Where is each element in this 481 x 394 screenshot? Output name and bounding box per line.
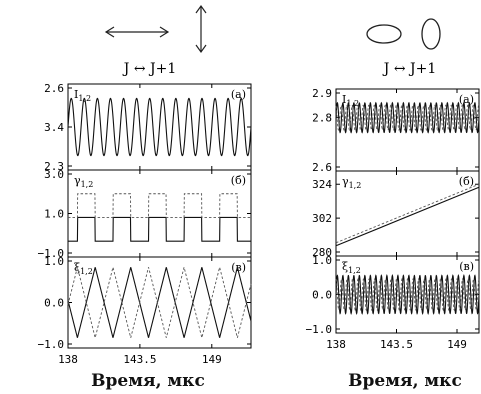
y-tick-label: 1.0 bbox=[44, 255, 64, 268]
panel-I-0: 2.9 2.8 2.6 I1,2 (a) bbox=[312, 87, 480, 174]
left-x-axis-title: Время, мкс bbox=[91, 371, 205, 391]
series-line-dashed-1 bbox=[335, 277, 480, 312]
panel-letter: (a) bbox=[459, 93, 474, 106]
x-tick-label: 149 bbox=[447, 338, 467, 351]
vertical-double-arrow-icon bbox=[195, 4, 207, 54]
panel-letter: (в) bbox=[231, 261, 246, 274]
panel-frame bbox=[67, 256, 252, 349]
y-tick-label: −1.0 bbox=[38, 338, 65, 351]
series-line-solid-0 bbox=[335, 186, 480, 247]
panel-frame bbox=[67, 169, 252, 258]
panel-I-0: 2.6 3.4 2.3 I1,2 (а) bbox=[44, 82, 252, 173]
panel-letter: (б) bbox=[459, 175, 474, 188]
chart-left: 2.63.42.3I1,2 (а)3.01.0−1.0γ1,2 (б)1.00.0−… bbox=[38, 82, 252, 366]
chart-right: 2.9 2.8 2.6 I1,2 (a) 324 302 280 γ1,2 (б) 1.0 0.0 −1… bbox=[306, 87, 480, 351]
series-line-dashed-1 bbox=[68, 193, 251, 218]
series-line-dashed-1 bbox=[67, 267, 252, 338]
panel-letter: (а) bbox=[231, 88, 246, 101]
x-tick-label: 138 bbox=[58, 353, 78, 366]
series-line-solid-0 bbox=[67, 267, 252, 338]
y-tick-label: 2.9 bbox=[312, 87, 332, 100]
panel-label: γ1,2 bbox=[74, 174, 93, 189]
right-x-axis-title: Время, мкс bbox=[348, 371, 462, 391]
x-tick-label: 138 bbox=[326, 338, 346, 351]
horizontal-ellipse-icon bbox=[366, 24, 402, 44]
y-tick-label: 302 bbox=[312, 212, 332, 225]
y-tick-label: 2.6 bbox=[312, 161, 332, 174]
y-tick-label: 3.4 bbox=[44, 121, 64, 134]
panel-letter: (б) bbox=[231, 174, 246, 187]
panel-label: I1,2 bbox=[74, 88, 91, 103]
right-header: J ↔ J+1 bbox=[366, 18, 441, 77]
y-tick-label: −1.0 bbox=[38, 247, 65, 260]
series-line-solid-0 bbox=[335, 101, 480, 134]
y-tick-label: 2.3 bbox=[44, 160, 64, 173]
panel-label: I1,2 bbox=[342, 93, 359, 108]
y-tick-label: 1.0 bbox=[44, 208, 64, 221]
panel-letter: (в) bbox=[459, 260, 474, 273]
left-header: J ↔ J+1 bbox=[104, 4, 207, 77]
x-tick-label: 143.5 bbox=[123, 353, 156, 366]
x-tick-label: 143.5 bbox=[380, 338, 413, 351]
series-line-dashed-1 bbox=[335, 183, 480, 244]
panel-γ-1: 324 302 280 γ1,2 (б) bbox=[312, 170, 480, 259]
panel-ξ-2: 1.00.0−1.0ξ1,2 (в) bbox=[38, 255, 252, 351]
y-tick-label: 2.8 bbox=[312, 112, 332, 125]
y-tick-label: −1.0 bbox=[306, 323, 333, 336]
y-tick-label: 324 bbox=[312, 178, 332, 191]
panel-ξ-2: 1.0 0.0 −1.0 ξ1,2 (в) bbox=[306, 254, 480, 336]
y-tick-label: 2.6 bbox=[44, 82, 64, 95]
y-tick-label: 1.0 bbox=[312, 254, 332, 267]
vertical-ellipse-icon bbox=[421, 18, 441, 50]
panel-γ-1: 3.0 1.0 −1.0 γ1,2 (б) bbox=[38, 168, 252, 260]
y-tick-label: 3.0 bbox=[44, 168, 64, 181]
horizontal-double-arrow-icon bbox=[104, 26, 170, 38]
panel-label: γ1,2 bbox=[342, 175, 361, 190]
y-tick-label: 0.0 bbox=[44, 297, 64, 310]
left-header-label: J ↔ J+1 bbox=[122, 61, 177, 77]
panel-label: ξ1,2 bbox=[342, 260, 361, 275]
right-header-label: J ↔ J+1 bbox=[382, 61, 437, 77]
series-line-solid-0 bbox=[68, 216, 251, 242]
series-line-solid-0 bbox=[67, 97, 252, 157]
x-tick-label: 149 bbox=[202, 353, 222, 366]
y-tick-label: 0.0 bbox=[312, 289, 332, 302]
y-tick-label: 280 bbox=[312, 246, 332, 259]
series-line-solid-0 bbox=[335, 274, 480, 315]
